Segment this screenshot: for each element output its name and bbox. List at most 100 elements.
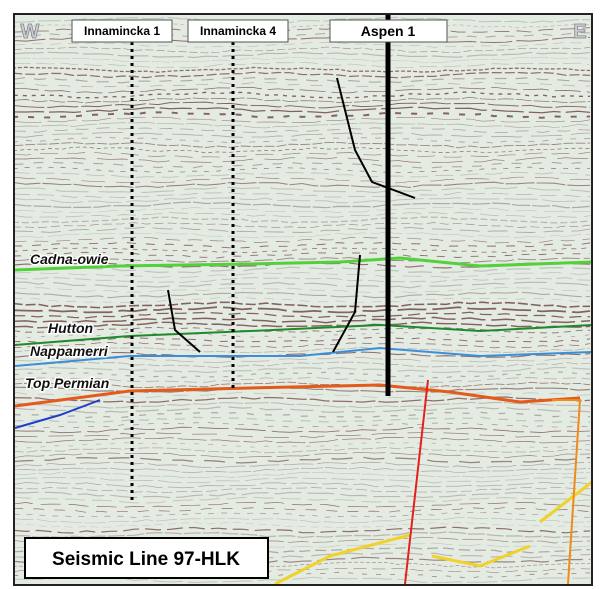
reflector <box>13 426 591 434</box>
reflector <box>13 346 591 353</box>
well-label: Innamincka 4 <box>200 24 276 38</box>
reflector <box>13 241 591 249</box>
caption-box <box>24 537 269 579</box>
reflector <box>13 57 591 63</box>
reflector <box>13 82 591 88</box>
well-label-box <box>71 19 173 43</box>
reflector <box>13 41 591 48</box>
horizon-deep <box>14 399 101 429</box>
reflector <box>13 531 591 539</box>
horizon-cadna-owie <box>14 256 593 272</box>
reflector <box>13 341 591 349</box>
reflector <box>13 321 591 329</box>
reflector <box>13 201 591 209</box>
reflector <box>13 101 591 109</box>
caption: Seismic Line 97-HLK <box>52 549 240 570</box>
reflector <box>13 467 591 474</box>
reflector <box>13 122 591 129</box>
well-label-box <box>187 19 289 43</box>
frame <box>13 13 593 586</box>
reflector <box>13 401 591 409</box>
reflector <box>13 476 591 484</box>
reflector <box>13 291 590 299</box>
horizon-yellow <box>274 533 411 586</box>
reflector <box>13 456 591 464</box>
reflector <box>13 86 591 94</box>
reflector <box>13 396 591 404</box>
reflector <box>13 66 591 73</box>
horizon-nappamerri <box>14 346 593 367</box>
reflector <box>13 316 591 324</box>
reflector <box>13 247 591 253</box>
reflector <box>13 481 591 489</box>
reflector <box>13 192 591 198</box>
reflector <box>13 376 591 383</box>
reflector <box>13 517 591 524</box>
reflector <box>13 161 591 169</box>
reflector <box>13 181 591 189</box>
reflector <box>13 256 591 264</box>
reflector <box>13 157 591 164</box>
horizon-hutton <box>14 323 593 346</box>
reflector <box>13 111 591 119</box>
reflector <box>13 471 591 479</box>
reflector <box>13 186 591 194</box>
reflector <box>13 272 591 279</box>
fault <box>336 77 416 199</box>
reflector <box>13 436 591 444</box>
reflector <box>13 507 591 513</box>
reflector <box>13 371 591 379</box>
reflector <box>13 422 591 429</box>
reflector <box>13 451 591 458</box>
well-label: Aspen 1 <box>361 23 416 39</box>
horizon-label: Cadna-owie <box>30 251 109 267</box>
reflector <box>13 76 591 84</box>
horizon-label: Nappamerri <box>30 343 109 359</box>
reflector <box>13 361 591 368</box>
reflector <box>13 197 591 204</box>
reflector <box>13 146 591 154</box>
section-background <box>14 14 592 585</box>
horizon-top-permian <box>14 383 581 408</box>
reflector <box>13 222 591 229</box>
reflector <box>13 171 591 179</box>
reflector <box>13 306 591 314</box>
reflector <box>13 501 591 508</box>
reflector <box>13 151 591 158</box>
reflector <box>13 216 591 224</box>
reflector <box>13 226 591 233</box>
reflector <box>13 106 591 114</box>
reflector <box>13 286 590 293</box>
reflector <box>13 71 591 79</box>
reflector <box>13 46 591 54</box>
reflector <box>13 447 591 454</box>
reflector <box>13 127 591 134</box>
reflector <box>13 331 591 339</box>
fault <box>552 399 582 585</box>
reflector <box>13 166 591 174</box>
well-label-box <box>329 19 448 43</box>
reflector <box>13 212 591 219</box>
reflector <box>13 301 591 309</box>
fault <box>332 254 361 353</box>
reflector <box>13 136 591 144</box>
reflector <box>13 116 591 124</box>
reflector <box>13 366 591 374</box>
reflector-texture <box>13 16 591 584</box>
reflector <box>13 486 591 494</box>
reflector <box>13 62 591 69</box>
reflector <box>13 491 591 499</box>
reflector <box>13 441 591 449</box>
reflector <box>13 132 591 138</box>
horizon-label: Top Permian <box>25 375 109 391</box>
reflector <box>13 351 591 358</box>
reflector <box>13 381 591 388</box>
reflector <box>13 336 591 343</box>
horizon-yellow <box>431 544 531 568</box>
compass-label: E <box>573 21 586 43</box>
reflector <box>13 461 591 469</box>
reflector <box>13 206 591 214</box>
reflector <box>13 551 591 559</box>
reflector <box>13 51 591 59</box>
well-label: Innamincka 1 <box>84 24 160 38</box>
